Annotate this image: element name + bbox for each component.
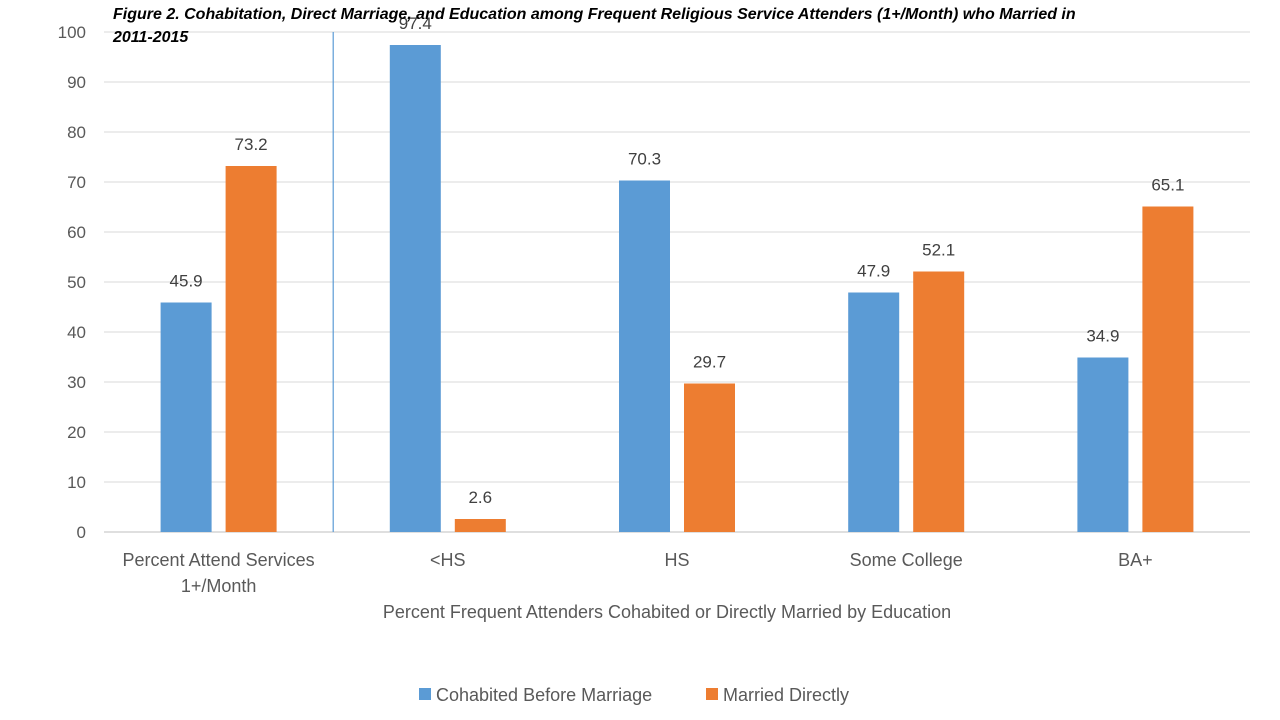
bar [684,383,735,532]
data-label: 97.4 [399,14,432,33]
y-tick-label: 60 [67,223,86,242]
y-tick-label: 0 [77,523,86,542]
category-label-line: 1+/Month [181,576,257,596]
data-label: 29.7 [693,353,726,372]
bars [160,45,1194,532]
y-tick-label: 20 [67,423,86,442]
bar [389,45,441,532]
category-label-line: <HS [430,550,466,570]
chart-title-line: 2011-2015 [112,29,189,46]
category-label: HS [664,550,689,570]
y-axis-ticks: 0 10 20 30 40 50 60 70 80 90 100 [58,23,86,542]
y-tick-label: 30 [67,373,86,392]
y-tick-label: 40 [67,323,86,342]
category-label: <HS [430,550,466,570]
data-label: 70.3 [628,150,661,169]
category-label: Some College [850,550,963,570]
y-tick-label: 80 [67,123,86,142]
category-label-line: Some College [850,550,963,570]
bar [225,166,277,532]
data-labels: 45.9 73.2 97.4 2.6 70.3 29.7 47.9 52.1 34.9 65.1 [170,14,1185,507]
legend-label: Cohabited Before Marriage [436,685,652,705]
bar [848,292,900,532]
data-label: 34.9 [1086,327,1119,346]
bar [1077,357,1129,532]
legend-swatch [706,688,718,700]
data-label: 65.1 [1151,176,1184,195]
y-tick-label: 90 [67,73,86,92]
bar [1142,206,1194,532]
bar [160,302,212,532]
y-tick-label: 10 [67,473,86,492]
category-label-line: BA+ [1118,550,1153,570]
y-tick-label: 100 [58,23,86,42]
data-label: 45.9 [170,272,203,291]
legend: Cohabited Before Marriage Married Directl… [419,685,849,705]
data-label: 52.1 [922,241,955,260]
y-tick-label: 70 [67,173,86,192]
data-label: 73.2 [235,135,268,154]
category-label-line: HS [664,550,689,570]
gridlines [104,31,1250,533]
legend-label: Married Directly [723,685,849,705]
data-label: 47.9 [857,262,890,281]
data-label: 2.6 [468,488,492,507]
x-axis-label: Percent Frequent Attenders Cohabited or … [383,602,951,622]
category-label-line: Percent Attend Services [123,550,315,570]
category-label: Percent Attend Services 1+/Month [123,550,315,596]
bar [913,271,965,532]
chart-title-line: Figure 2. Cohabitation, Direct Marriage,… [113,6,1076,23]
bar [454,519,506,532]
x-axis-categories: Percent Attend Services 1+/Month <HS HS Some… [123,550,1153,596]
y-tick-label: 50 [67,273,86,292]
legend-swatch [419,688,431,700]
bar [619,180,670,532]
category-label: BA+ [1118,550,1153,570]
chart-title: Figure 2. Cohabitation, Direct Marriage,… [112,6,1076,46]
